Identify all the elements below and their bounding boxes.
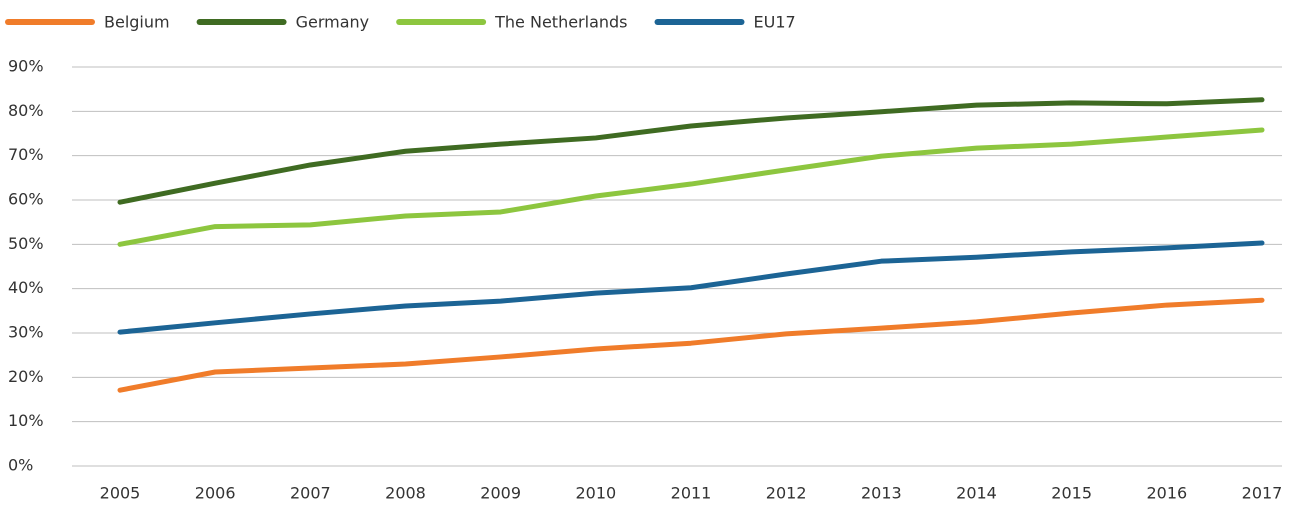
- x-tick-label: 2013: [861, 484, 902, 503]
- series-line: [117, 297, 1265, 393]
- y-tick-label: 90%: [8, 57, 44, 76]
- x-tick-label: 2015: [1051, 484, 1092, 503]
- x-tick-label: 2011: [671, 484, 712, 503]
- series-line: [117, 127, 1265, 247]
- y-tick-label: 40%: [8, 278, 44, 297]
- x-tick-label: 2014: [956, 484, 997, 503]
- y-tick-label: 20%: [8, 367, 44, 386]
- x-tick-label: 2008: [385, 484, 426, 503]
- y-tick-label: 30%: [8, 323, 44, 342]
- x-tick-label: 2009: [480, 484, 521, 503]
- legend-label: EU17: [754, 13, 796, 32]
- series-line: [117, 97, 1265, 205]
- x-tick-label: 2012: [766, 484, 807, 503]
- y-tick-label: 80%: [8, 101, 44, 120]
- y-tick-label: 60%: [8, 190, 44, 209]
- x-tick-label: 2006: [195, 484, 236, 503]
- y-tick-label: 70%: [8, 145, 44, 164]
- y-tick-label: 0%: [8, 456, 33, 475]
- y-tick-label: 50%: [8, 234, 44, 253]
- x-tick-label: 2007: [290, 484, 331, 503]
- legend-label: The Netherlands: [494, 13, 627, 32]
- x-tick-label: 2016: [1146, 484, 1187, 503]
- x-tick-label: 2010: [575, 484, 616, 503]
- legend-label: Germany: [296, 13, 370, 32]
- x-tick-label: 2005: [100, 484, 141, 503]
- series-line: [117, 240, 1265, 335]
- x-tick-label: 2017: [1242, 484, 1283, 503]
- legend-label: Belgium: [104, 13, 170, 32]
- y-tick-label: 10%: [8, 411, 44, 430]
